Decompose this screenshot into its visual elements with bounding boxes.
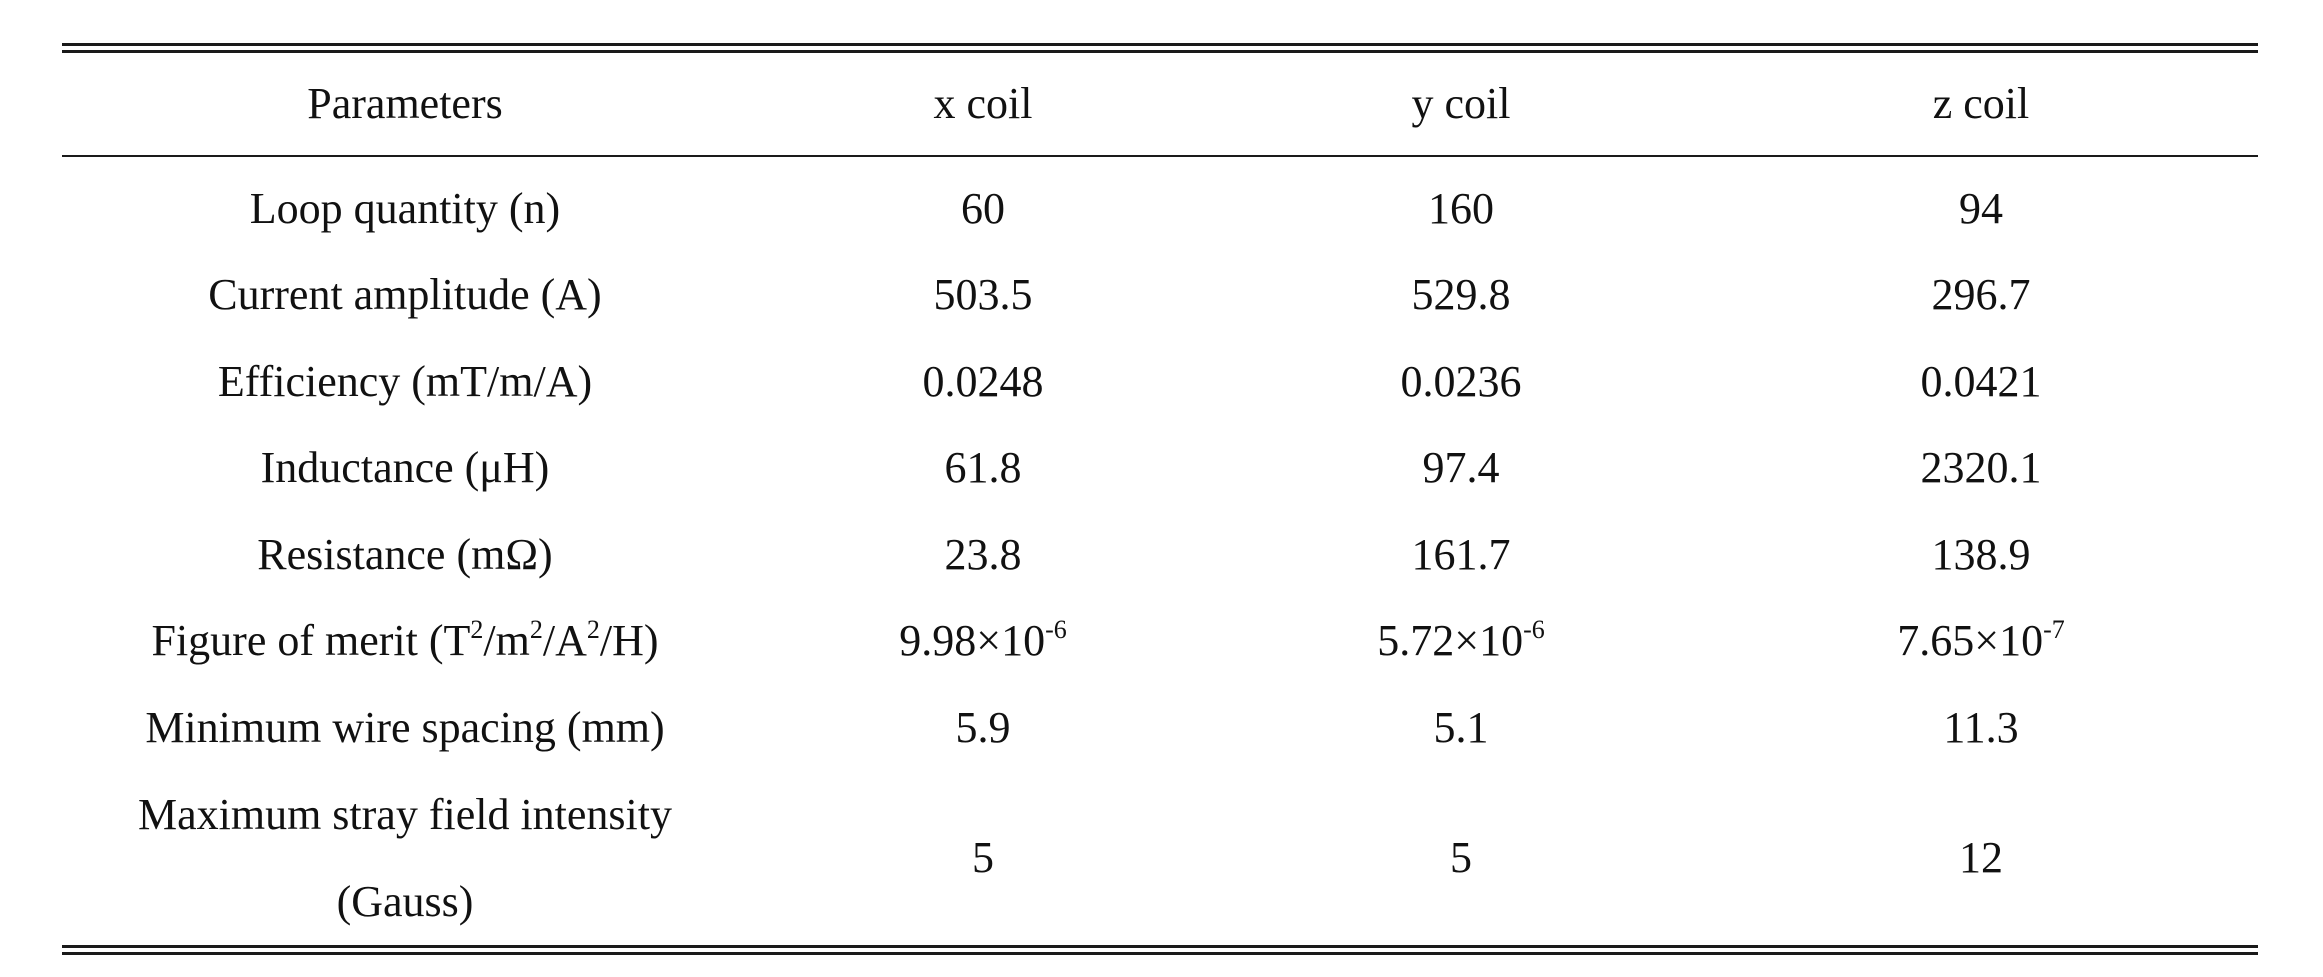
table-row: Resistance (mΩ) 23.8 161.7 138.9 (62, 511, 2258, 598)
table-row: Figure of merit (T2/m2/A2/H) 9.98×10-6 5… (62, 598, 2258, 685)
x-coil-cell: 61.8 (944, 443, 1022, 493)
z-coil-cell: 7.65×10-7 (1897, 615, 2065, 666)
param-cell: Resistance (mΩ) (257, 529, 553, 579)
x-coil-cell: 60 (961, 183, 1005, 233)
z-coil-cell: 296.7 (1931, 270, 2031, 320)
z-coil-cell: 12 (1959, 833, 2003, 882)
x-coil-cell: 9.98×10-6 (899, 615, 1067, 666)
y-coil-cell: 5.72×10-6 (1377, 615, 1545, 666)
z-coil-cell: 138.9 (1931, 529, 2031, 579)
x-coil-cell: 23.8 (944, 529, 1022, 579)
y-coil-cell: 161.7 (1411, 529, 1511, 579)
z-coil-cell: 2320.1 (1920, 443, 2042, 493)
y-coil-cell: 160 (1428, 183, 1494, 233)
param-cell: Inductance (μH) (260, 443, 550, 493)
x-coil-cell: 5.9 (955, 702, 1011, 752)
top-double-rule (62, 43, 2258, 53)
y-coil-cell: 5 (1450, 833, 1472, 882)
z-coil-cell: 11.3 (1943, 702, 2019, 752)
header-x-coil: x coil (933, 79, 1033, 129)
table-row: Maximum stray field intensity (Gauss) 5 5… (62, 771, 2258, 945)
x-coil-cell: 0.0248 (922, 356, 1044, 406)
table-row: Inductance (μH) 61.8 97.4 2320.1 (62, 425, 2258, 512)
table-row: Efficiency (mT/m/A) 0.0248 0.0236 0.0421 (62, 338, 2258, 425)
header-z-coil: z coil (1932, 79, 2030, 129)
header-row: Parameters x coil y coil z coil (62, 53, 2258, 155)
param-cell: Minimum wire spacing (mm) (145, 702, 665, 752)
y-coil-cell: 5.1 (1433, 702, 1489, 752)
coil-parameters-table: Parameters x coil y coil z coil Loop qua… (62, 43, 2258, 955)
z-coil-cell: 94 (1959, 183, 2003, 233)
header-parameters: Parameters (307, 79, 503, 129)
param-cell: Loop quantity (n) (249, 183, 561, 233)
param-cell: Current amplitude (A) (208, 270, 602, 320)
table-row: Current amplitude (A) 503.5 529.8 296.7 (62, 252, 2258, 339)
header-rule (62, 155, 2258, 157)
data-table: Parameters x coil y coil z coil Loop qua… (62, 53, 2258, 945)
table-row: Minimum wire spacing (mm) 5.9 5.1 11.3 (62, 684, 2258, 771)
z-coil-cell: 0.0421 (1920, 356, 2042, 406)
param-cell: Figure of merit (T2/m2/A2/H) (151, 615, 659, 666)
table-row: Loop quantity (n) 60 160 94 (62, 157, 2258, 252)
y-coil-cell: 0.0236 (1400, 356, 1522, 406)
x-coil-cell: 5 (972, 833, 994, 882)
param-cell: Maximum stray field intensity (Gauss) (137, 789, 673, 926)
x-coil-cell: 503.5 (933, 270, 1033, 320)
param-cell: Efficiency (mT/m/A) (217, 356, 593, 406)
header-y-coil: y coil (1411, 79, 1511, 129)
bottom-double-rule (62, 944, 2258, 955)
y-coil-cell: 529.8 (1411, 270, 1511, 320)
y-coil-cell: 97.4 (1422, 443, 1500, 493)
